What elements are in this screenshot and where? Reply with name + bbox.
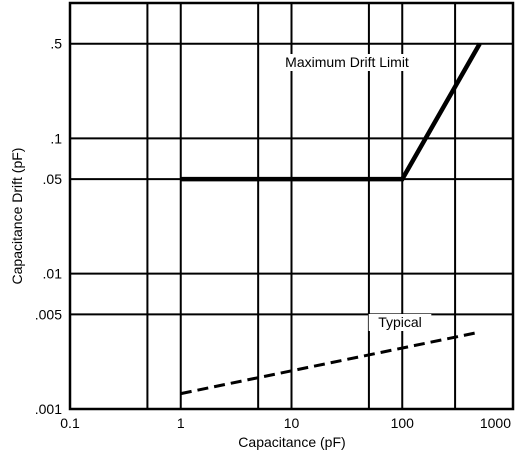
annotation-background (368, 314, 432, 331)
typical-label: Typical (378, 314, 422, 330)
annotation-background (268, 54, 426, 71)
annotation-layer: Maximum Drift Limit Typical (268, 54, 432, 331)
y-tick-label-0p005: .005 (35, 306, 62, 322)
y-axis-title: Capacitance Drift (pF) (9, 148, 25, 285)
typical-line (180, 330, 481, 396)
x-axis-title: Capacitance (pF) (238, 434, 345, 450)
y-tick-label-0p01: .01 (43, 266, 63, 282)
max-drift-limit-label: Maximum Drift Limit (285, 54, 409, 70)
series-layer (180, 42, 482, 396)
x-tick-label-10: 10 (284, 415, 300, 431)
y-tick-label-0p05: .05 (43, 171, 63, 187)
max-drift-limit-line (180, 42, 482, 182)
x-tick-label-1: 1 (177, 415, 185, 431)
x-tick-label-100: 100 (391, 415, 415, 431)
x-tick-label-0p1: 0.1 (60, 415, 80, 431)
y-tick-label-0p5: .5 (50, 36, 62, 52)
y-tick-label-0p1: .1 (50, 130, 62, 146)
tick-label-layer: 0.1 1 10 100 1000 .5 .1 .05 .01 .005 .001 (35, 36, 511, 431)
y-tick-label-0p001: .001 (35, 401, 62, 417)
x-tick-label-1000: 1000 (480, 415, 511, 431)
plot-frame (68, 1, 515, 411)
